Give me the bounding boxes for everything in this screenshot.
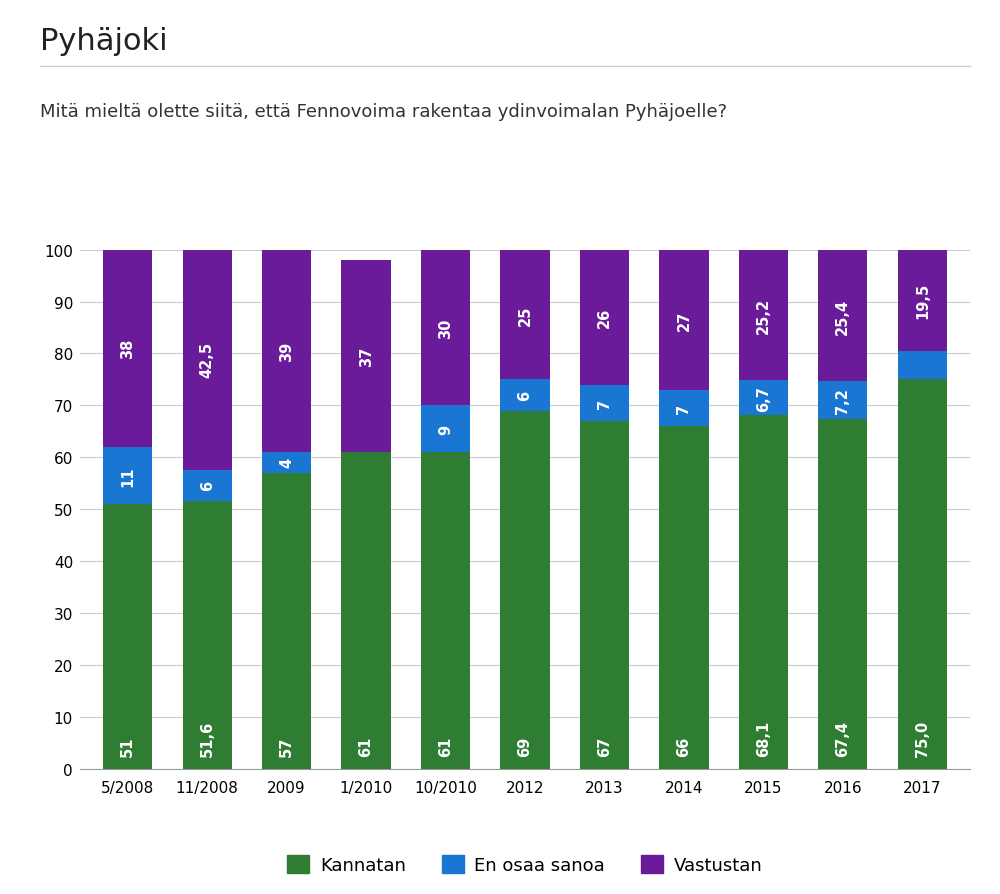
Text: 4: 4 bbox=[279, 458, 294, 468]
Bar bbox=[421, 452, 470, 769]
Bar bbox=[659, 426, 709, 769]
Legend: Kannatan, En osaa sanoa, Vastustan: Kannatan, En osaa sanoa, Vastustan bbox=[287, 855, 763, 874]
Bar bbox=[580, 385, 629, 421]
Text: 6: 6 bbox=[200, 481, 215, 491]
Bar bbox=[500, 411, 550, 769]
Bar bbox=[183, 470, 232, 502]
Bar bbox=[898, 380, 947, 769]
Text: 26: 26 bbox=[597, 308, 612, 328]
Text: Mitä mieltä olette siitä, että Fennovoima rakentaa ydinvoimalan Pyhäjoelle?: Mitä mieltä olette siitä, että Fennovoim… bbox=[40, 103, 727, 121]
Text: 69: 69 bbox=[518, 736, 532, 755]
Text: 66: 66 bbox=[676, 736, 691, 755]
Text: 42,5: 42,5 bbox=[200, 342, 215, 378]
Text: 51: 51 bbox=[120, 736, 135, 755]
Text: 11: 11 bbox=[120, 466, 135, 486]
Bar bbox=[818, 250, 867, 382]
Bar bbox=[500, 380, 550, 411]
Bar bbox=[898, 351, 947, 380]
Bar bbox=[341, 261, 391, 452]
Text: 75,0: 75,0 bbox=[915, 720, 930, 755]
Text: 27: 27 bbox=[676, 310, 691, 331]
Text: 39: 39 bbox=[279, 342, 294, 361]
Text: 6,7: 6,7 bbox=[756, 385, 771, 411]
Bar bbox=[580, 250, 629, 385]
Text: 57: 57 bbox=[279, 736, 294, 755]
Text: 51,6: 51,6 bbox=[200, 720, 215, 755]
Bar bbox=[739, 416, 788, 769]
Text: 67,4: 67,4 bbox=[835, 720, 850, 755]
Bar bbox=[739, 381, 788, 416]
Text: 25,4: 25,4 bbox=[835, 298, 850, 334]
Bar bbox=[262, 473, 311, 769]
Bar bbox=[818, 382, 867, 419]
Bar bbox=[103, 447, 152, 504]
Bar bbox=[183, 249, 232, 470]
Bar bbox=[183, 502, 232, 769]
Text: 61: 61 bbox=[359, 736, 374, 755]
Text: 67: 67 bbox=[597, 736, 612, 755]
Bar bbox=[659, 391, 709, 426]
Text: 68,1: 68,1 bbox=[756, 720, 771, 755]
Bar bbox=[500, 250, 550, 380]
Bar bbox=[659, 250, 709, 391]
Text: 25: 25 bbox=[518, 305, 532, 325]
Bar bbox=[103, 504, 152, 769]
Bar bbox=[421, 250, 470, 406]
Bar bbox=[262, 250, 311, 452]
Bar bbox=[818, 419, 867, 769]
Bar bbox=[341, 452, 391, 769]
Bar bbox=[580, 421, 629, 769]
Text: 38: 38 bbox=[120, 339, 135, 359]
Text: 7: 7 bbox=[676, 403, 691, 414]
Bar bbox=[103, 250, 152, 447]
Bar bbox=[739, 250, 788, 381]
Text: 7,2: 7,2 bbox=[835, 388, 850, 414]
Text: 25,2: 25,2 bbox=[756, 298, 771, 333]
Bar bbox=[898, 250, 947, 351]
Text: 6: 6 bbox=[518, 391, 532, 401]
Bar bbox=[421, 406, 470, 452]
Text: 7: 7 bbox=[597, 398, 612, 409]
Text: 9: 9 bbox=[438, 424, 453, 434]
Text: 37: 37 bbox=[359, 347, 374, 367]
Text: 30: 30 bbox=[438, 318, 453, 338]
Text: 19,5: 19,5 bbox=[915, 283, 930, 319]
Text: Pyhäjoki: Pyhäjoki bbox=[40, 27, 168, 55]
Bar bbox=[262, 452, 311, 473]
Text: 61: 61 bbox=[438, 736, 453, 755]
